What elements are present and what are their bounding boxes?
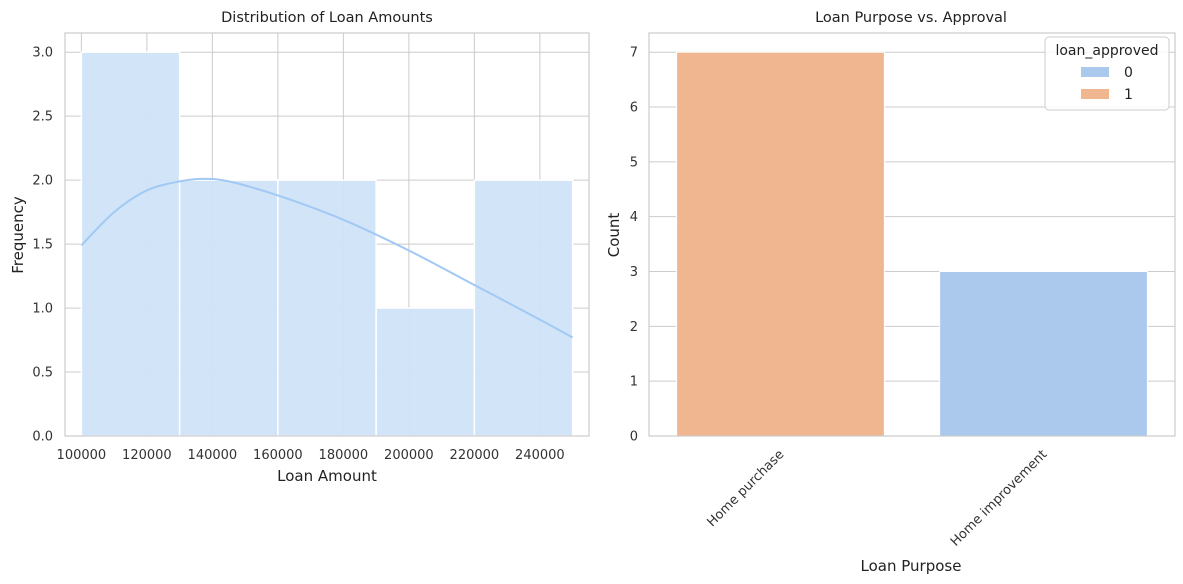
plot-frame bbox=[648, 32, 1176, 437]
x-tick-label: 160000 bbox=[253, 448, 303, 463]
legend-entries: 01 bbox=[1081, 65, 1133, 103]
x-tick-label: Home purchase bbox=[704, 447, 787, 530]
y-tick-label: 5 bbox=[630, 155, 638, 170]
y-tick-label: 0.5 bbox=[32, 366, 53, 381]
x-tick-label: 140000 bbox=[188, 448, 238, 463]
y-axis-label: Count bbox=[605, 213, 623, 258]
kde-line bbox=[80, 177, 574, 339]
bar-chart: Loan Purpose vs. Approval Home purchase H… bbox=[605, 10, 1176, 575]
histogram-bars bbox=[80, 51, 574, 437]
bars bbox=[676, 51, 1148, 437]
legend: loan_approved 01 bbox=[1044, 36, 1170, 111]
legend-label: 0 bbox=[1124, 65, 1133, 81]
x-tick-label: Home improvement bbox=[948, 447, 1050, 549]
y-tick-labels: 0 1 2 3 4 5 6 7 bbox=[630, 46, 638, 445]
y-tick-label: 2.5 bbox=[32, 110, 53, 125]
chart-title: Distribution of Loan Amounts bbox=[221, 10, 433, 26]
x-tick-label: 200000 bbox=[384, 448, 434, 463]
x-tick-label: 180000 bbox=[319, 448, 369, 463]
y-tick-label: 2 bbox=[630, 320, 638, 335]
plot-frame bbox=[64, 32, 590, 437]
y-tick-label: 3 bbox=[630, 265, 638, 280]
histogram-bar bbox=[473, 179, 574, 437]
y-tick-label: 1.5 bbox=[32, 238, 53, 253]
legend-swatch bbox=[1081, 67, 1109, 77]
bar bbox=[939, 271, 1148, 437]
x-tick-label: 120000 bbox=[122, 448, 172, 463]
x-tick-labels: 100000 120000 140000 160000 180000 200000 2200… bbox=[57, 448, 565, 463]
legend-label: 1 bbox=[1124, 87, 1133, 103]
legend-swatch bbox=[1081, 89, 1109, 99]
x-axis-label: Loan Purpose bbox=[861, 557, 962, 575]
y-tick-label: 0 bbox=[630, 430, 638, 445]
x-axis-label: Loan Amount bbox=[277, 467, 377, 485]
histogram-bar bbox=[277, 179, 377, 437]
legend-title: loan_approved bbox=[1055, 43, 1158, 59]
y-tick-label: 4 bbox=[630, 210, 638, 225]
histogram-bar bbox=[178, 179, 279, 437]
x-tick-label: 240000 bbox=[515, 448, 565, 463]
histogram-bar bbox=[375, 307, 476, 437]
bar bbox=[676, 51, 885, 437]
histogram-chart: Distribution of Loan Amounts 100000 12000… bbox=[9, 10, 590, 485]
y-tick-label: 6 bbox=[630, 101, 638, 116]
y-tick-label: 1 bbox=[630, 375, 638, 390]
y-tick-label: 0.0 bbox=[32, 430, 53, 445]
x-tick-label: 100000 bbox=[57, 448, 107, 463]
y-tick-label: 2.0 bbox=[32, 174, 53, 189]
y-tick-labels: 0.0 0.5 1.0 1.5 2.0 2.5 3.0 bbox=[32, 46, 53, 445]
y-tick-label: 7 bbox=[630, 46, 638, 61]
y-tick-label: 3.0 bbox=[32, 46, 53, 61]
chart-title: Loan Purpose vs. Approval bbox=[815, 10, 1007, 26]
y-axis-label: Frequency bbox=[9, 196, 27, 274]
y-tick-label: 1.0 bbox=[32, 302, 53, 317]
x-tick-labels: Home purchase Home improvement bbox=[704, 447, 1050, 549]
x-tick-label: 220000 bbox=[450, 448, 500, 463]
histogram-bar bbox=[80, 51, 181, 437]
